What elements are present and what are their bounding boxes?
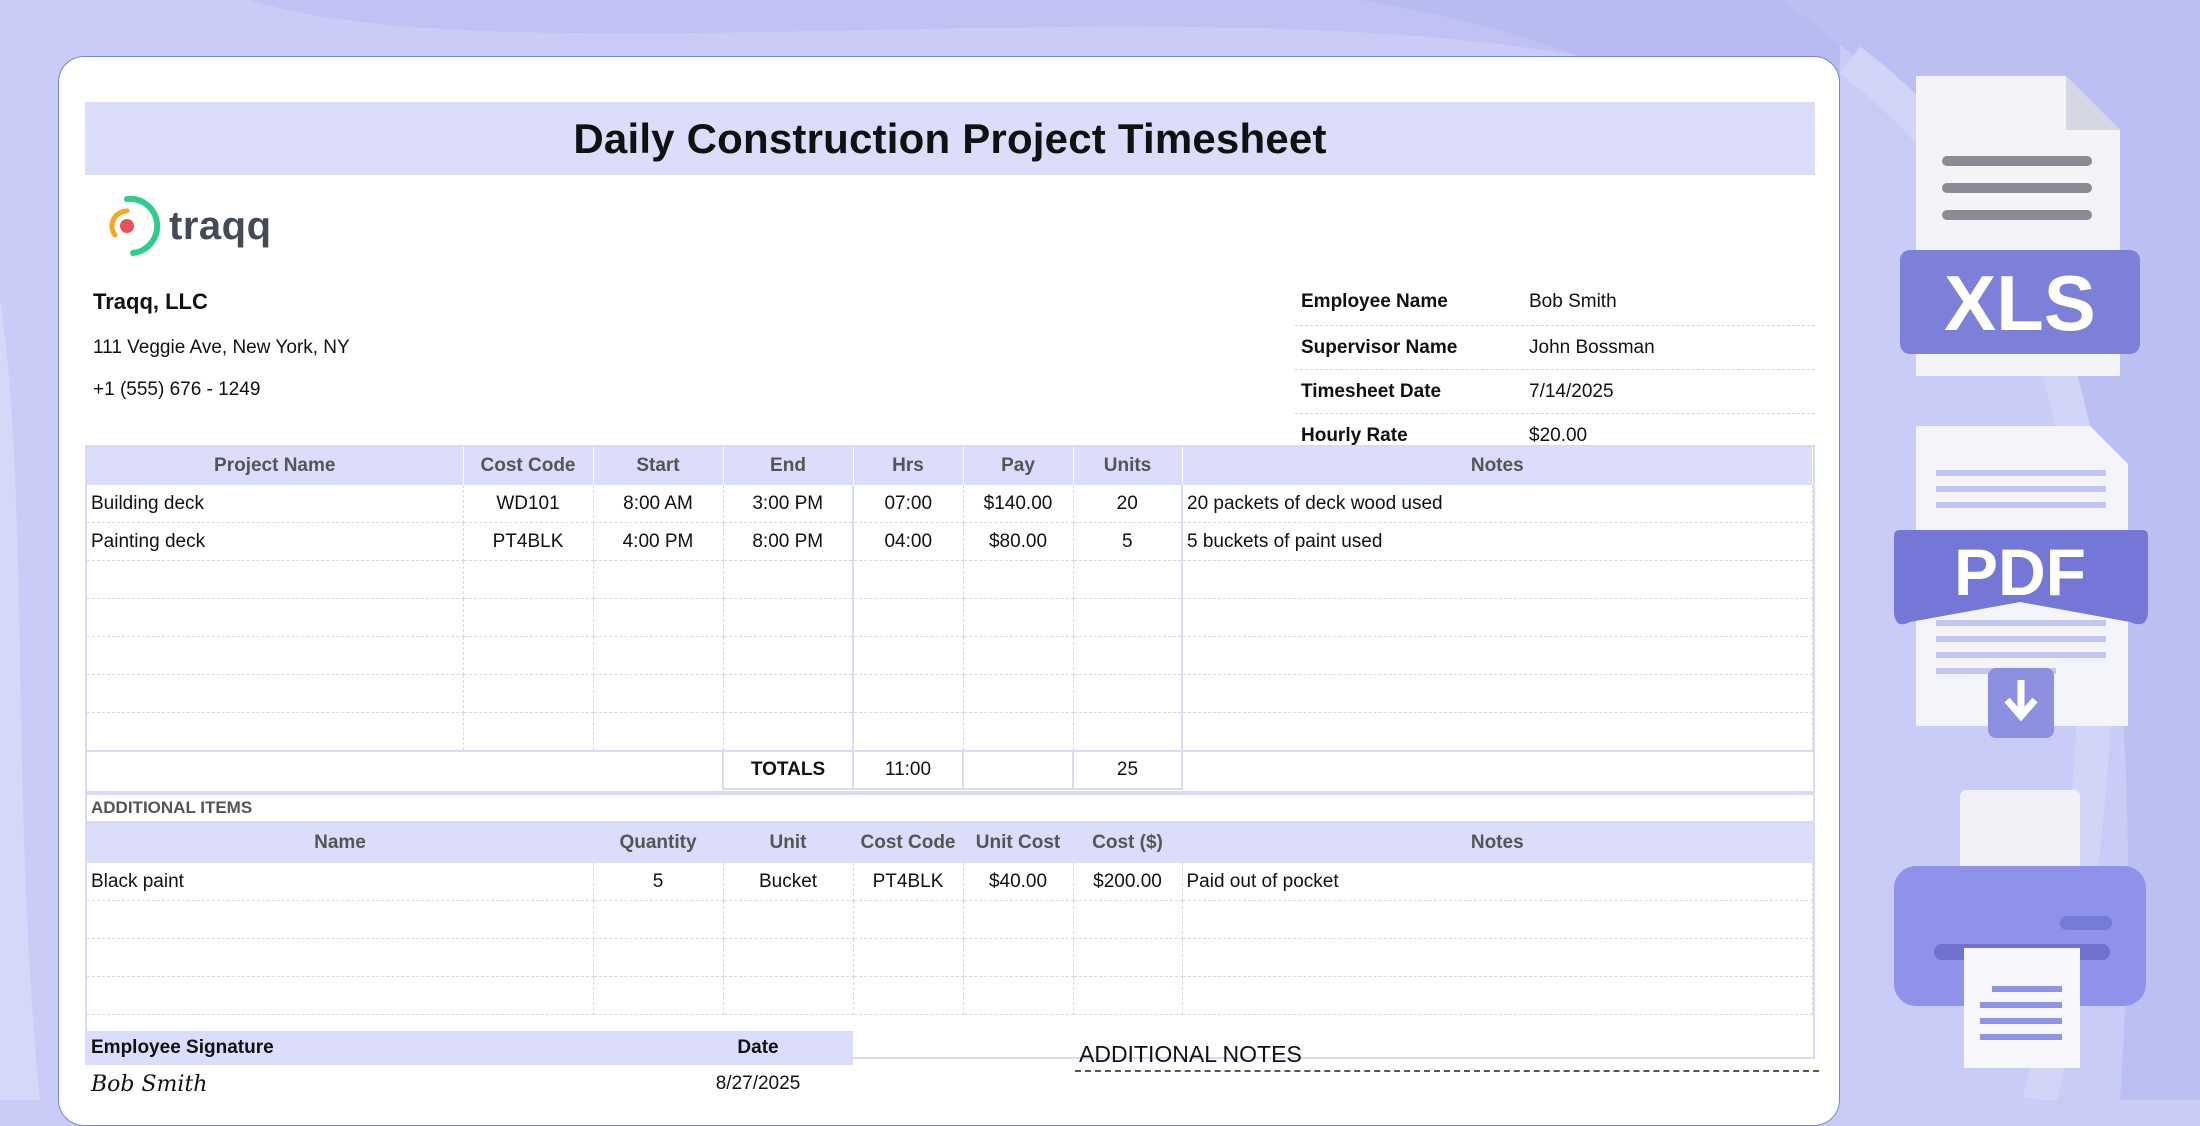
date-label: Date: [737, 1037, 779, 1058]
pdf-label: PDF: [1954, 535, 2086, 609]
cell-notes[interactable]: 20 packets of deck wood used: [1181, 485, 1813, 523]
logo-text: traqq: [169, 203, 272, 248]
table-header-row: Project Name Cost Code Start End Hrs Pay…: [87, 447, 1813, 485]
company-logo: traqq: [103, 191, 272, 261]
signature-row: Bob Smith 8/27/2025: [85, 1065, 853, 1103]
cell-units[interactable]: 20: [1073, 485, 1183, 523]
export-options: XLS PDF: [1894, 76, 2148, 1068]
cell-unit-cost[interactable]: $40.00: [963, 863, 1074, 901]
column-header: Notes: [1182, 447, 1813, 485]
pdf-file-icon[interactable]: PDF: [1894, 426, 2148, 738]
table-row: Painting deck PT4BLK 4:00 PM 8:00 PM 04:…: [87, 522, 1813, 561]
traqq-logo-icon: [109, 195, 161, 256]
empty-row: [87, 712, 1813, 752]
cell-start[interactable]: 8:00 AM: [593, 485, 724, 523]
cell-end[interactable]: 8:00 PM: [723, 522, 854, 561]
info-value[interactable]: 7/14/2025: [1529, 380, 1614, 402]
company-name: Traqq, LLC: [93, 289, 208, 314]
info-label: Employee Name: [1301, 291, 1448, 312]
signature-date[interactable]: 8/27/2025: [715, 1073, 801, 1094]
xls-file-icon[interactable]: XLS: [1900, 76, 2140, 376]
totals-pay: [962, 750, 1074, 790]
signature-label: Employee Signature: [91, 1037, 274, 1058]
cell-project[interactable]: Painting deck: [87, 522, 464, 561]
additional-notes-label: ADDITIONAL NOTES: [1075, 1041, 1819, 1072]
signature-value[interactable]: Bob Smith: [91, 1071, 208, 1097]
totals-hrs: 11:00: [852, 750, 964, 790]
table-header-row: Name Quantity Unit Cost Code Unit Cost C…: [87, 823, 1813, 863]
cell-cost-code[interactable]: PT4BLK: [853, 863, 964, 901]
cell-end[interactable]: 3:00 PM: [723, 485, 854, 523]
employee-info: Employee Name Bob Smith Supervisor Name …: [1295, 279, 1815, 458]
cell-notes[interactable]: 5 buckets of paint used: [1181, 522, 1813, 561]
table-row: Black paint 5 Bucket PT4BLK $40.00 $200.…: [87, 863, 1813, 901]
info-value[interactable]: $20.00: [1529, 424, 1588, 446]
info-row-employee: Employee Name Bob Smith: [1295, 279, 1815, 326]
cell-units[interactable]: 5: [1073, 522, 1183, 561]
empty-row: [87, 976, 1813, 1015]
column-header: End: [723, 447, 854, 485]
cell-unit[interactable]: Bucket: [723, 863, 854, 901]
column-header: Name: [87, 823, 593, 863]
column-header: Units: [1073, 447, 1183, 485]
cell-hrs[interactable]: 04:00: [852, 522, 964, 561]
empty-row: [87, 938, 1813, 977]
column-header: Cost Code: [853, 823, 963, 863]
additional-items-table: ADDITIONAL ITEMS Name Quantity Unit Cost…: [85, 793, 1815, 1059]
signature-header: Employee Signature Date: [85, 1031, 853, 1065]
cell-project[interactable]: Building deck: [87, 485, 464, 523]
title-bar: Daily Construction Project Timesheet: [85, 102, 1815, 175]
column-header: Cost ($): [1073, 823, 1182, 863]
cell-cost-code[interactable]: WD101: [463, 485, 594, 523]
cell-notes[interactable]: Paid out of pocket: [1182, 863, 1813, 901]
cell-cost[interactable]: $200.00: [1073, 863, 1183, 901]
empty-row: [87, 560, 1813, 599]
printer-icon[interactable]: [1894, 790, 2146, 1068]
cell-start[interactable]: 4:00 PM: [593, 522, 724, 561]
cell-name[interactable]: Black paint: [87, 863, 594, 901]
signature-section: Employee Signature Date Bob Smith 8/27/2…: [85, 1031, 853, 1103]
column-header: Unit: [723, 823, 853, 863]
totals-label: TOTALS: [722, 750, 854, 790]
additional-items-label: ADDITIONAL ITEMS: [87, 795, 1813, 823]
company-address: 111 Veggie Ave, New York, NY: [93, 337, 350, 358]
empty-row: [87, 598, 1813, 637]
company-phone: +1 (555) 676 - 1249: [93, 379, 261, 400]
info-label: Supervisor Name: [1301, 336, 1458, 358]
column-header: Notes: [1182, 823, 1813, 863]
totals-units: 25: [1072, 750, 1183, 790]
info-label: Hourly Rate: [1301, 424, 1408, 446]
empty-row: [87, 674, 1813, 713]
page-title: Daily Construction Project Timesheet: [573, 114, 1327, 162]
column-header: Project Name: [87, 447, 464, 485]
time-entries-table: Project Name Cost Code Start End Hrs Pay…: [85, 445, 1815, 793]
cell-hrs[interactable]: 07:00: [852, 485, 964, 523]
cell-pay[interactable]: $80.00: [963, 522, 1074, 561]
cell-quantity[interactable]: 5: [593, 863, 724, 901]
timesheet-document: Daily Construction Project Timesheet tra…: [58, 56, 1840, 1126]
column-header: Pay: [963, 447, 1074, 485]
cell-pay[interactable]: $140.00: [963, 485, 1074, 523]
info-value[interactable]: John Bossman: [1529, 336, 1655, 358]
xls-label: XLS: [1944, 259, 2096, 347]
table-row: Building deck WD101 8:00 AM 3:00 PM 07:0…: [87, 485, 1813, 523]
column-header: Quantity: [593, 823, 723, 863]
column-header: Hrs: [853, 447, 964, 485]
info-row-date: Timesheet Date 7/14/2025: [1295, 370, 1815, 414]
info-value[interactable]: Bob Smith: [1529, 291, 1617, 312]
totals-row: TOTALS 11:00 25: [87, 750, 1813, 790]
info-row-supervisor: Supervisor Name John Bossman: [1295, 326, 1815, 370]
info-label: Timesheet Date: [1301, 380, 1442, 402]
cell-cost-code[interactable]: PT4BLK: [463, 522, 594, 561]
column-header: Start: [593, 447, 724, 485]
empty-row: [87, 636, 1813, 675]
empty-row: [87, 900, 1813, 939]
column-header: Cost Code: [463, 447, 594, 485]
column-header: Unit Cost: [963, 823, 1073, 863]
